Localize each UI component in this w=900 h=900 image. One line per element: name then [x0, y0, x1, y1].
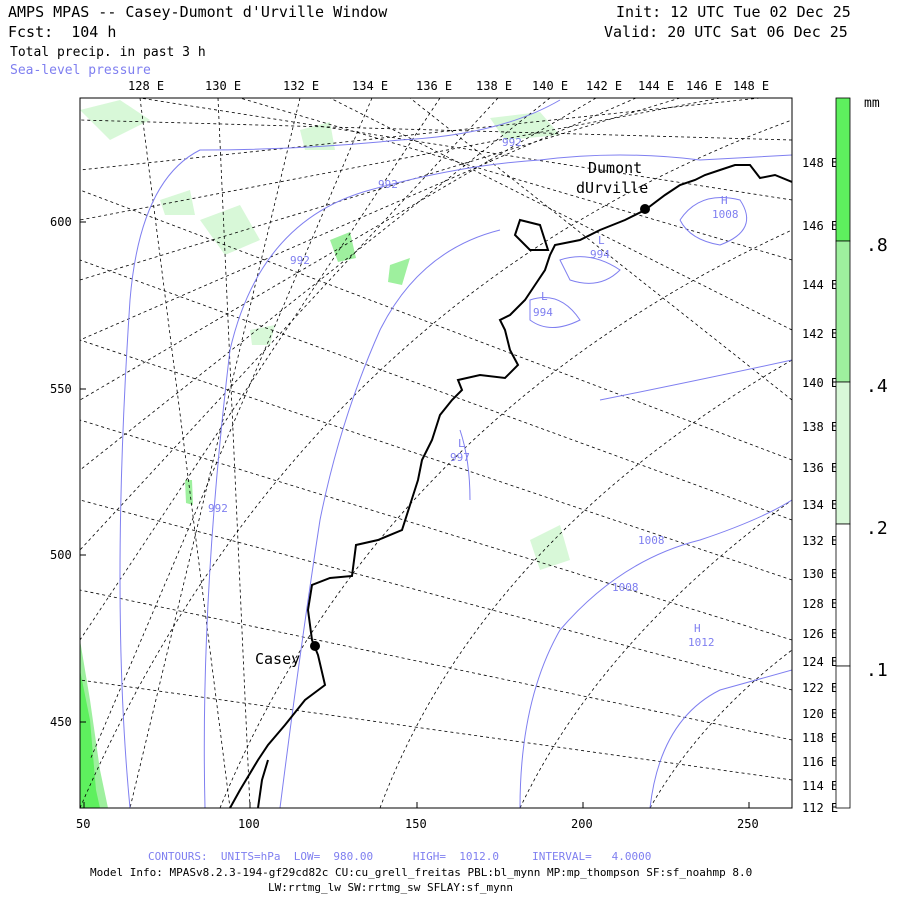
- svg-text:600: 600: [50, 215, 72, 229]
- svg-text:50: 50: [76, 817, 90, 831]
- colorbar-label: .1: [866, 660, 888, 681]
- top-lon-labels: 128 E 130 E 132 E 134 E 136 E 138 E 140 …: [128, 79, 769, 93]
- svg-text:550: 550: [50, 382, 72, 396]
- pressure-label: 994: [590, 248, 610, 261]
- center-label: L: [458, 437, 465, 450]
- pressure-label: 992: [290, 254, 310, 267]
- pressure-label: 1008: [712, 208, 739, 221]
- field-label: Total precip. in past 3 h: [10, 45, 206, 60]
- pressure-label: 992: [502, 136, 522, 149]
- lon-label: 132 E: [283, 79, 319, 93]
- svg-text:134 E: 134 E: [802, 498, 838, 512]
- graticule: [80, 98, 792, 808]
- bottom-x-labels: 50 100 150 200 250: [76, 802, 759, 831]
- svg-text:132 E: 132 E: [802, 534, 838, 548]
- colorbar-label: .8: [866, 235, 888, 256]
- contour-labels: 992 992 992 992 994 994 997 1008 1008 10…: [208, 136, 739, 649]
- svg-text:120 E: 120 E: [802, 707, 838, 721]
- svg-text:250: 250: [737, 817, 759, 831]
- casey-marker: [310, 641, 320, 651]
- init-time: Init: 12 UTC Tue 02 Dec 25: [616, 3, 851, 21]
- colorbar-label: .2: [866, 518, 888, 539]
- lon-label: 138 E: [476, 79, 512, 93]
- lon-label: 128 E: [128, 79, 164, 93]
- svg-text:142 E: 142 E: [802, 327, 838, 341]
- colorbar-swatch-lightest: [835, 523, 851, 667]
- map-title: AMPS MPAS -- Casey-Dumont d'Urville Wind…: [8, 3, 388, 21]
- colorbar-swatch-mid: [835, 240, 851, 383]
- svg-text:126 E: 126 E: [802, 627, 838, 641]
- dumont-durville-marker: [640, 204, 650, 214]
- svg-text:130 E: 130 E: [802, 567, 838, 581]
- pressure-label: 1008: [638, 534, 665, 547]
- forecast-hour: Fcst: 104 h: [8, 23, 117, 41]
- svg-text:138 E: 138 E: [802, 420, 838, 434]
- svg-text:200: 200: [571, 817, 593, 831]
- svg-text:116 E: 116 E: [802, 755, 838, 769]
- center-label: L: [598, 234, 605, 247]
- slp-contours: [119, 99, 792, 808]
- colorbar-swatch-heavy: [835, 97, 851, 242]
- svg-text:140 E: 140 E: [802, 376, 838, 390]
- colorbar-swatch-none: [835, 665, 851, 809]
- svg-text:500: 500: [50, 548, 72, 562]
- colorbar-swatch-light: [835, 381, 851, 525]
- colorbar-unit: mm: [864, 96, 880, 111]
- pressure-label: 1012: [688, 636, 715, 649]
- lon-label: 136 E: [416, 79, 452, 93]
- left-y-labels: 600 550 500 450: [50, 215, 86, 729]
- svg-text:146 E: 146 E: [802, 219, 838, 233]
- svg-text:144 E: 144 E: [802, 278, 838, 292]
- station-label-casey: Casey: [255, 650, 300, 668]
- center-label: H: [721, 194, 728, 207]
- lon-label: 146 E: [686, 79, 722, 93]
- lon-label: 130 E: [205, 79, 241, 93]
- svg-text:122 E: 122 E: [802, 681, 838, 695]
- lon-label: 134 E: [352, 79, 388, 93]
- svg-text:112 E: 112 E: [802, 801, 838, 815]
- svg-text:136 E: 136 E: [802, 461, 838, 475]
- svg-text:128 E: 128 E: [802, 597, 838, 611]
- lon-label: 144 E: [638, 79, 674, 93]
- svg-text:118 E: 118 E: [802, 731, 838, 745]
- lon-label: 148 E: [733, 79, 769, 93]
- pressure-label: 1008: [612, 581, 639, 594]
- svg-text:114 E: 114 E: [802, 779, 838, 793]
- precip-shading: [80, 100, 570, 808]
- plot-frame: [79, 97, 793, 809]
- pressure-label: 992: [208, 502, 228, 515]
- model-info: Model Info: MPASv8.2.3-194-gf29cd82c CU:…: [90, 866, 753, 879]
- right-lon-labels: 148 E 146 E 144 E 142 E 140 E 138 E 136 …: [802, 156, 838, 815]
- valid-time: Valid: 20 UTC Sat 06 Dec 25: [604, 23, 848, 41]
- center-label: L: [541, 290, 548, 303]
- pressure-label: 997: [450, 451, 470, 464]
- svg-text:150: 150: [405, 817, 427, 831]
- coastline: [229, 164, 792, 808]
- colorbar-label: .4: [866, 376, 888, 397]
- model-info-physics: LW:rrtmg_lw SW:rrtmg_sw SFLAY:sf_mynn: [268, 881, 514, 894]
- lon-label: 142 E: [586, 79, 622, 93]
- center-label: H: [694, 622, 701, 635]
- svg-text:124 E: 124 E: [802, 655, 838, 669]
- station-label-durville: dUrville: [576, 179, 648, 197]
- contour-info: CONTOURS: UNITS=hPa LOW= 980.00 HIGH= 10…: [148, 850, 652, 863]
- svg-text:450: 450: [50, 715, 72, 729]
- pressure-label: 994: [533, 306, 553, 319]
- overlay-label: Sea-level pressure: [10, 63, 151, 78]
- svg-text:148 E: 148 E: [802, 156, 838, 170]
- colorbar: mm .8 .4 .2 .1: [835, 96, 888, 809]
- pressure-label: 992: [378, 178, 398, 191]
- station-label-dumont: Dumont: [588, 159, 642, 177]
- svg-text:100: 100: [238, 817, 260, 831]
- lon-label: 140 E: [532, 79, 568, 93]
